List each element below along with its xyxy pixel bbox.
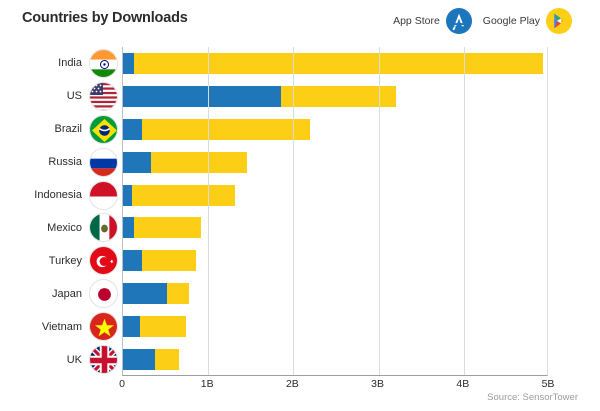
source-attribution: Source: SensorTower (487, 392, 578, 403)
stacked-bar[interactable] (123, 316, 187, 338)
us-flag-icon (89, 81, 118, 111)
y-axis-label: India (58, 57, 82, 70)
x-axis-tick-label: 1B (200, 378, 214, 390)
bar-segment-app-store[interactable] (123, 52, 135, 74)
india-flag-icon (89, 48, 118, 78)
bar-row (123, 343, 180, 376)
y-axis-row: Japan (0, 277, 122, 310)
legend-label-google-play: Google Play (482, 15, 540, 27)
y-axis-row: Russia (0, 146, 122, 179)
bar-row (123, 244, 197, 277)
indonesia-flag-icon (89, 180, 118, 210)
app-store-icon (445, 8, 472, 34)
bar-rows (123, 47, 547, 375)
bar-segment-google-play[interactable] (140, 316, 187, 338)
stacked-bar[interactable] (123, 52, 544, 74)
y-axis-row: Mexico (0, 212, 122, 245)
russia-flag-icon (89, 147, 118, 177)
mexico-flag-icon (89, 213, 118, 243)
chart-header: Countries by Downloads App Store Google … (0, 0, 600, 42)
stacked-bar[interactable] (123, 250, 197, 272)
x-axis-ticks: 0 1B 2B 3B 4B 5B (119, 378, 554, 396)
stacked-bar[interactable] (123, 85, 396, 107)
bar-segment-google-play[interactable] (280, 85, 396, 107)
y-axis-row: Indonesia (0, 179, 122, 212)
stacked-bar[interactable] (123, 118, 311, 140)
google-play-icon (546, 8, 572, 34)
x-axis-tick-label: 2B (285, 378, 299, 390)
y-axis-row: Turkey (0, 244, 122, 277)
bar-segment-google-play[interactable] (132, 184, 236, 206)
x-axis-tick-label: 4B (456, 378, 470, 390)
bar-row (123, 146, 247, 179)
bar-segment-app-store[interactable] (123, 118, 142, 140)
bar-row (123, 47, 544, 80)
turkey-flag-icon (89, 246, 118, 276)
vietnam-flag-icon (89, 312, 118, 342)
bar-segment-app-store[interactable] (123, 217, 135, 239)
bar-row (123, 277, 189, 310)
bar-segment-google-play[interactable] (155, 349, 180, 371)
legend-label-app-store: App Store (393, 15, 440, 27)
stacked-bar[interactable] (123, 151, 247, 173)
bar-segment-app-store[interactable] (123, 151, 152, 173)
x-axis-tick-label: 3B (371, 378, 385, 390)
bar-segment-app-store[interactable] (123, 184, 133, 206)
y-axis-label: UK (66, 353, 82, 366)
y-axis-label: Russia (48, 156, 82, 169)
stacked-bar[interactable] (123, 184, 236, 206)
legend-item-google-play[interactable]: Google Play (483, 8, 572, 34)
bar-segment-google-play[interactable] (141, 118, 311, 140)
y-axis-row: India (0, 47, 122, 80)
x-axis-tick-label: 5B (541, 378, 555, 390)
y-axis-label: Vietnam (41, 320, 82, 333)
stacked-bar[interactable] (123, 217, 201, 239)
japan-flag-icon (89, 279, 118, 309)
bar-row (123, 113, 311, 146)
bar-row (123, 212, 201, 245)
bar-segment-google-play[interactable] (151, 151, 247, 173)
bar-row (123, 80, 396, 113)
bar-segment-google-play[interactable] (134, 52, 544, 74)
y-axis-label: US (66, 90, 82, 103)
stacked-bar[interactable] (123, 283, 189, 305)
bar-segment-google-play[interactable] (167, 283, 189, 305)
bar-row (123, 179, 236, 212)
gridline (378, 47, 380, 375)
brazil-flag-icon (89, 114, 118, 144)
legend-item-app-store[interactable]: App Store (393, 8, 472, 34)
bar-segment-google-play[interactable] (141, 250, 197, 272)
bar-segment-google-play[interactable] (134, 217, 201, 239)
uk-flag-icon (89, 345, 118, 375)
gridline (293, 47, 295, 375)
x-axis-tick-label: 0 (119, 378, 125, 390)
stacked-bar[interactable] (123, 349, 180, 371)
y-axis-row: US (0, 80, 122, 113)
bar-segment-app-store[interactable] (123, 349, 156, 371)
bar-segment-app-store[interactable] (123, 283, 168, 305)
gridline (463, 47, 465, 375)
plot-area (122, 47, 548, 376)
page-title: Countries by Downloads (22, 10, 188, 26)
y-axis-row: Vietnam (0, 310, 122, 343)
bar-segment-app-store[interactable] (123, 316, 141, 338)
y-axis-row: Brazil (0, 113, 122, 146)
y-axis-row: UK (0, 343, 122, 376)
gridline (208, 47, 210, 375)
y-axis-label: Japan (52, 287, 82, 300)
y-axis-label: Indonesia (34, 189, 82, 202)
bar-segment-app-store[interactable] (123, 85, 281, 107)
bar-row (123, 310, 187, 343)
bar-segment-app-store[interactable] (123, 250, 142, 272)
y-axis-labels: India US Brazil Russia Indonesia Mexico Turkey… (0, 47, 122, 376)
y-axis-label: Mexico (47, 221, 82, 234)
chart-legend: App Store Google Play (393, 8, 572, 34)
y-axis-label: Brazil (54, 123, 82, 136)
y-axis-label: Turkey (48, 254, 82, 267)
